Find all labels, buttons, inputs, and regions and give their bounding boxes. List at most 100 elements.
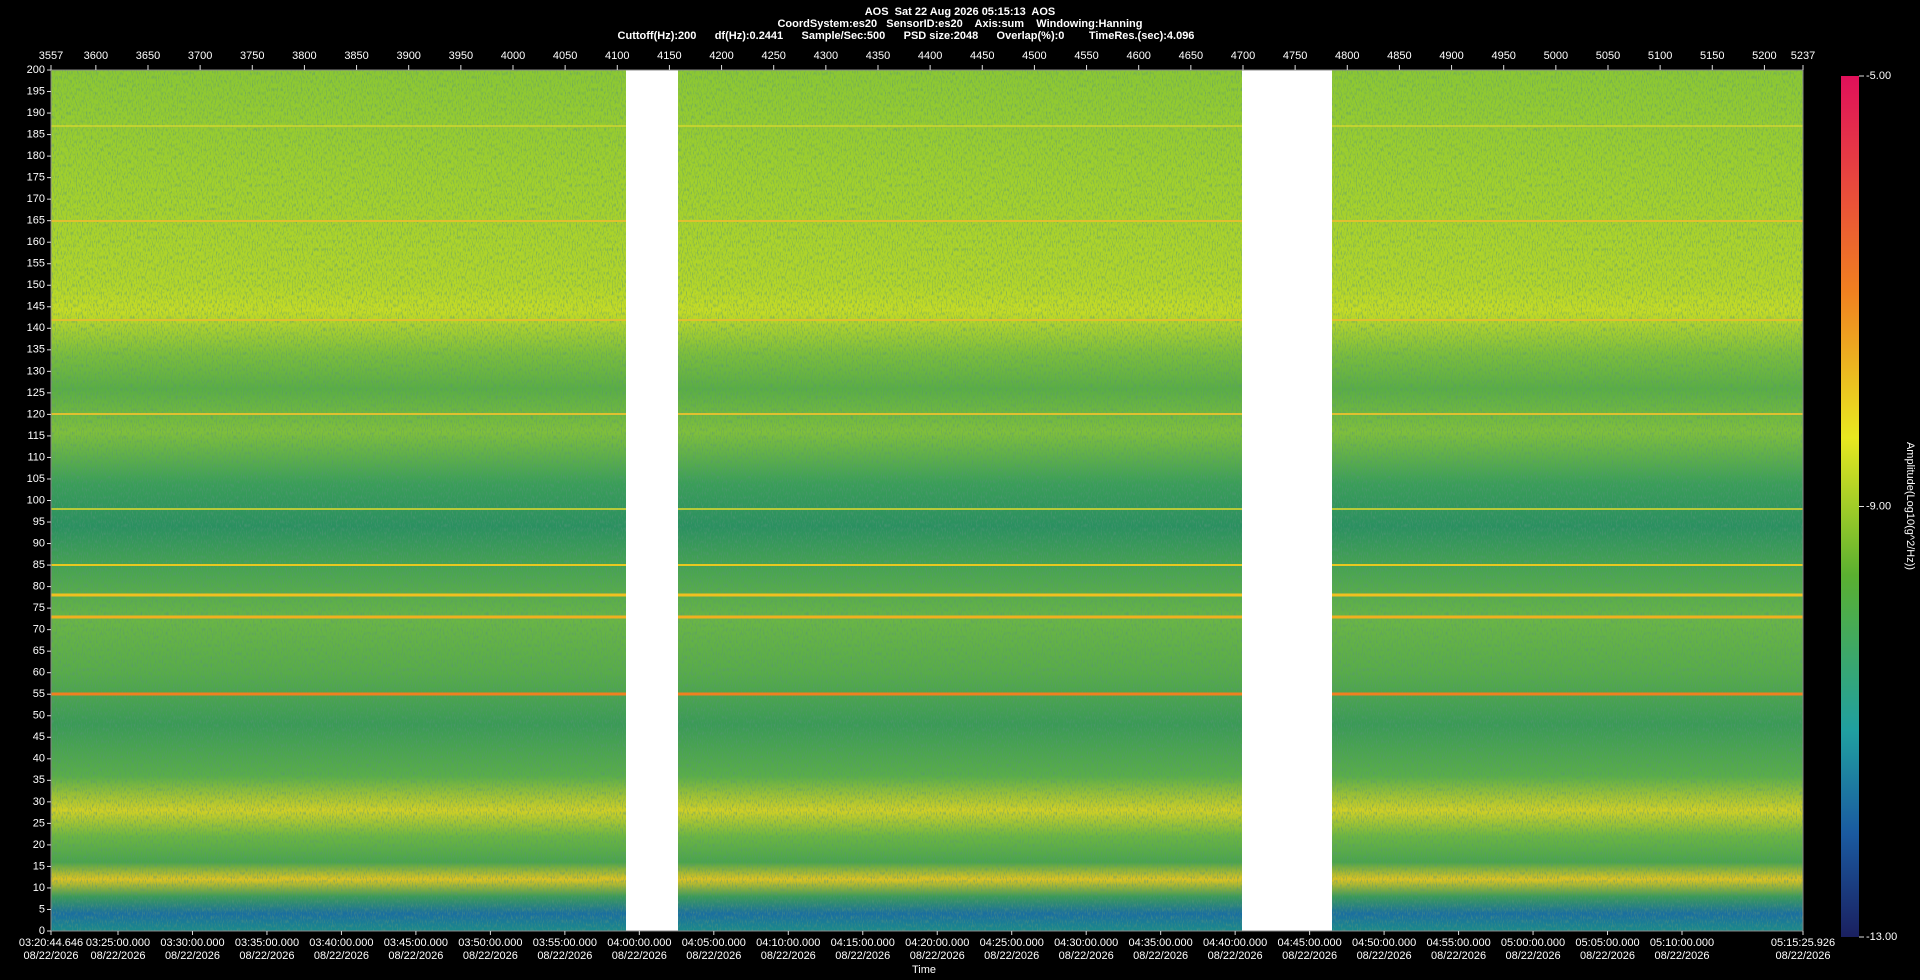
time-tick-label: 04:30:00.000: [1054, 937, 1118, 949]
x-tick-label: 5237: [1791, 50, 1815, 62]
y-tick-label: 125: [27, 387, 45, 399]
y-tick-label: 140: [27, 322, 45, 334]
y-tick-label: 25: [33, 817, 45, 829]
x-tick-label: 4650: [1179, 50, 1203, 62]
date-tick-label: 08/22/2026: [1282, 950, 1337, 962]
y-tick-label: 175: [27, 172, 45, 184]
time-tick-label: 03:45:00.000: [384, 937, 448, 949]
time-tick-label: 04:05:00.000: [682, 937, 746, 949]
y-tick-label: 45: [33, 731, 45, 743]
date-tick-label: 08/22/2026: [835, 950, 890, 962]
x-tick-label: 3557: [39, 50, 63, 62]
x-tick-label: 5050: [1596, 50, 1620, 62]
x-tick-label: 4400: [918, 50, 942, 62]
x-tick-label: 5100: [1648, 50, 1672, 62]
date-tick-label: 08/22/2026: [761, 950, 816, 962]
date-tick-label: 08/22/2026: [314, 950, 369, 962]
x-tick-label: 4950: [1491, 50, 1515, 62]
y-tick-label: 65: [33, 645, 45, 657]
y-tick-label: 150: [27, 279, 45, 291]
date-tick-label: 08/22/2026: [910, 950, 965, 962]
colorbar-title: Amplitude(Log10(g^2/Hz)): [1904, 442, 1916, 570]
x-tick-label: 3900: [396, 50, 420, 62]
time-tick-label: 04:50:00.000: [1352, 937, 1416, 949]
y-tick-label: 20: [33, 839, 45, 851]
date-tick-label: 08/22/2026: [463, 950, 518, 962]
x-tick-label: 4250: [761, 50, 785, 62]
x-tick-label: 5000: [1544, 50, 1568, 62]
y-tick-label: 120: [27, 408, 45, 420]
y-tick-label: 90: [33, 537, 45, 549]
time-tick-label: 03:50:00.000: [458, 937, 522, 949]
y-tick-label: 70: [33, 624, 45, 636]
y-tick-label: 170: [27, 193, 45, 205]
y-tick-label: 160: [27, 236, 45, 248]
colorbar: [1841, 76, 1859, 937]
time-tick-label: 05:00:00.000: [1501, 937, 1565, 949]
y-tick-label: 10: [33, 882, 45, 894]
time-tick-label: 04:55:00.000: [1426, 937, 1490, 949]
date-tick-label: 08/22/2026: [1775, 950, 1830, 962]
header-line: CoordSystem:es20 SensorID:es20 Axis:sum …: [777, 18, 1142, 30]
x-tick-label: 5150: [1700, 50, 1724, 62]
y-tick-label: 50: [33, 710, 45, 722]
time-tick-label: 03:35:00.000: [235, 937, 299, 949]
x-tick-label: 4300: [814, 50, 838, 62]
x-tick-label: 4350: [866, 50, 890, 62]
y-tick-label: 75: [33, 602, 45, 614]
x-tick-label: 4200: [709, 50, 733, 62]
y-tick-label: 185: [27, 128, 45, 140]
x-tick-label: 3700: [188, 50, 212, 62]
y-tick-label: 85: [33, 559, 45, 571]
y-tick-label: 60: [33, 667, 45, 679]
x-tick-label: 3650: [136, 50, 160, 62]
x-tick-label: 4500: [1022, 50, 1046, 62]
time-tick-label: 03:40:00.000: [309, 937, 373, 949]
time-tick-label: 04:20:00.000: [905, 937, 969, 949]
x-tick-label: 3850: [344, 50, 368, 62]
y-tick-label: 40: [33, 753, 45, 765]
time-tick-label: 04:35:00.000: [1129, 937, 1193, 949]
date-tick-label: 08/22/2026: [984, 950, 1039, 962]
date-tick-label: 08/22/2026: [612, 950, 667, 962]
data-gap: [626, 70, 678, 931]
x-tick-label: 3750: [240, 50, 264, 62]
x-tick-label: 4900: [1439, 50, 1463, 62]
date-tick-label: 08/22/2026: [388, 950, 443, 962]
date-tick-label: 08/22/2026: [239, 950, 294, 962]
time-tick-label: 04:40:00.000: [1203, 937, 1267, 949]
y-tick-label: 190: [27, 107, 45, 119]
x-tick-label: 4750: [1283, 50, 1307, 62]
date-tick-label: 08/22/2026: [1654, 950, 1709, 962]
time-tick-label: 04:25:00.000: [980, 937, 1044, 949]
y-tick-label: 145: [27, 301, 45, 313]
x-tick-label: 4700: [1231, 50, 1255, 62]
time-tick-label: 04:00:00.000: [607, 937, 671, 949]
time-tick-label: 03:30:00.000: [160, 937, 224, 949]
y-tick-label: 130: [27, 365, 45, 377]
x-tick-label: 3600: [84, 50, 108, 62]
x-axis-title: Time: [912, 964, 936, 976]
time-tick-label: 03:55:00.000: [533, 937, 597, 949]
x-tick-label: 4050: [553, 50, 577, 62]
y-tick-label: 165: [27, 215, 45, 227]
y-tick-label: 110: [27, 451, 45, 463]
date-tick-label: 08/22/2026: [23, 950, 78, 962]
header-line: AOS Sat 22 Aug 2026 05:15:13 AOS: [865, 6, 1056, 18]
date-tick-label: 08/22/2026: [686, 950, 741, 962]
x-tick-label: 4600: [1126, 50, 1150, 62]
x-tick-label: 4800: [1335, 50, 1359, 62]
y-tick-label: 155: [27, 258, 45, 270]
colorbar-label: -13.00: [1866, 931, 1897, 943]
date-tick-label: 08/22/2026: [1208, 950, 1263, 962]
date-tick-label: 08/22/2026: [165, 950, 220, 962]
y-tick-label: 95: [33, 516, 45, 528]
y-tick-label: 115: [27, 430, 45, 442]
x-tick-label: 4850: [1387, 50, 1411, 62]
y-tick-label: 200: [27, 64, 45, 76]
time-tick-label: 03:20:44.646: [19, 937, 83, 949]
spectrogram-texture: [51, 70, 1803, 931]
x-tick-label: 5200: [1752, 50, 1776, 62]
